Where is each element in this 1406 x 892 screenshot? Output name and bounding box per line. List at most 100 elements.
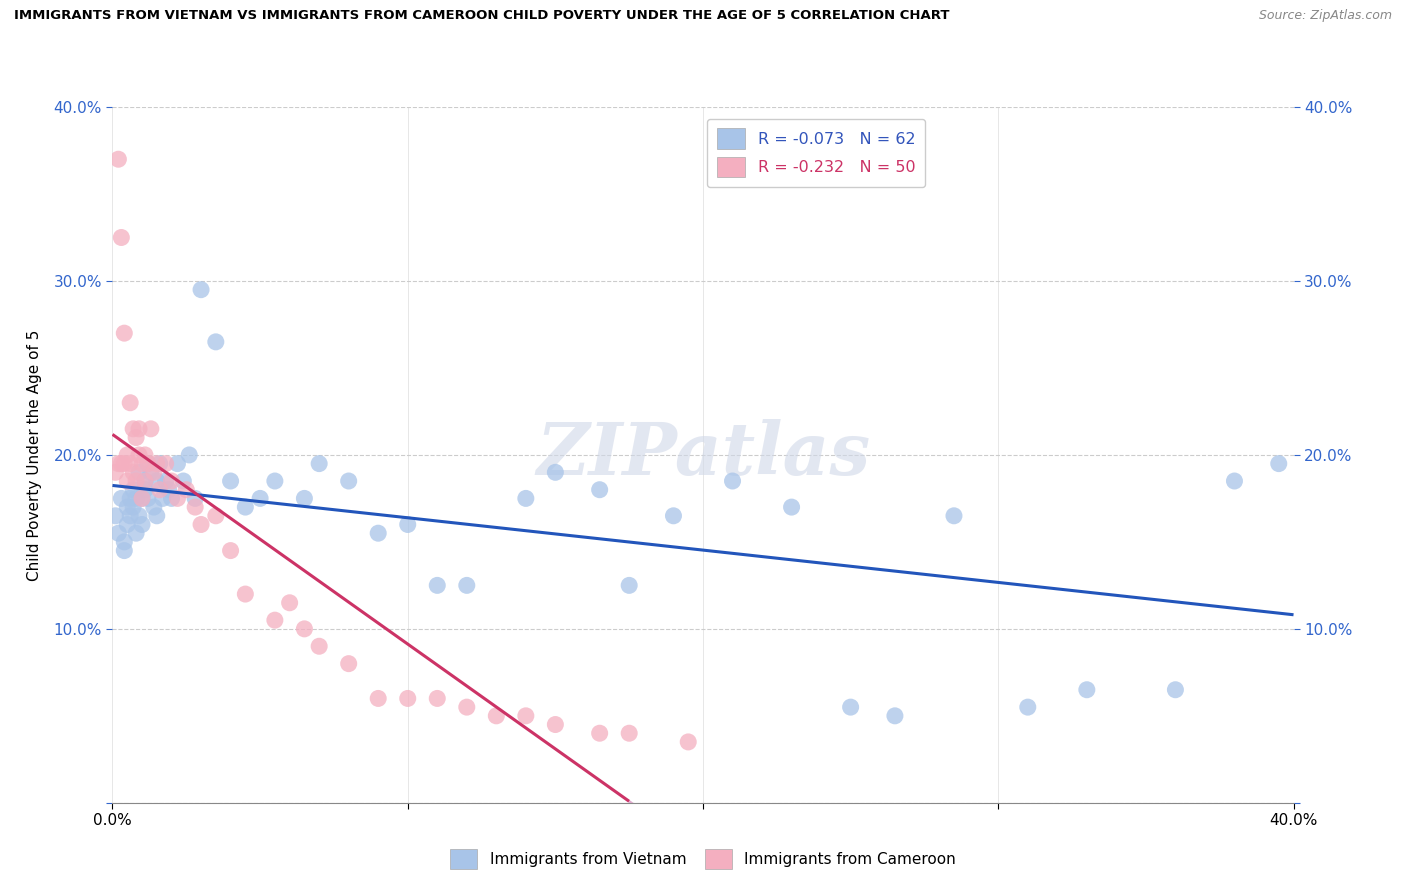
Point	[125, 491, 148, 506]
Point	[264, 474, 287, 488]
Point	[131, 491, 153, 506]
Point	[588, 726, 610, 740]
Point	[367, 526, 389, 541]
Point	[146, 474, 169, 488]
Point	[117, 448, 138, 462]
Point	[155, 474, 177, 488]
Point	[515, 708, 537, 723]
Legend: Immigrants from Vietnam, Immigrants from Cameroon: Immigrants from Vietnam, Immigrants from…	[444, 843, 962, 875]
Point	[662, 508, 685, 523]
Point	[112, 326, 135, 340]
Point	[134, 483, 156, 497]
Point	[117, 474, 138, 488]
Point	[120, 457, 142, 471]
Point	[184, 500, 207, 514]
Point	[120, 491, 142, 506]
Point	[117, 500, 138, 514]
Point	[396, 691, 419, 706]
Text: IMMIGRANTS FROM VIETNAM VS IMMIGRANTS FROM CAMEROON CHILD POVERTY UNDER THE AGE : IMMIGRANTS FROM VIETNAM VS IMMIGRANTS FR…	[14, 9, 949, 22]
Point	[139, 466, 162, 480]
Point	[125, 431, 148, 445]
Point	[292, 622, 315, 636]
Point	[112, 543, 135, 558]
Point	[278, 596, 301, 610]
Point	[142, 500, 165, 514]
Point	[107, 526, 129, 541]
Point	[942, 508, 965, 523]
Point	[485, 708, 508, 723]
Point	[337, 657, 360, 671]
Point	[619, 726, 641, 740]
Text: ZIPatlas: ZIPatlas	[536, 419, 870, 491]
Point	[190, 283, 212, 297]
Point	[1268, 457, 1291, 471]
Point	[120, 508, 142, 523]
Point	[152, 491, 174, 506]
Point	[515, 491, 537, 506]
Point	[134, 474, 156, 488]
Point	[160, 474, 183, 488]
Point	[233, 500, 256, 514]
Y-axis label: Child Poverty Under the Age of 5: Child Poverty Under the Age of 5	[28, 329, 42, 581]
Point	[122, 483, 145, 497]
Point	[619, 578, 641, 592]
Point	[839, 700, 862, 714]
Point	[337, 474, 360, 488]
Point	[125, 526, 148, 541]
Point	[160, 491, 183, 506]
Point	[125, 474, 148, 488]
Point	[149, 483, 172, 497]
Point	[292, 491, 315, 506]
Point	[128, 508, 150, 523]
Point	[205, 508, 228, 523]
Point	[190, 517, 212, 532]
Point	[149, 457, 172, 471]
Point	[249, 491, 271, 506]
Point	[264, 613, 287, 627]
Point	[155, 457, 177, 471]
Point	[117, 517, 138, 532]
Point	[233, 587, 256, 601]
Point	[1076, 682, 1098, 697]
Point	[134, 448, 156, 462]
Point	[1223, 474, 1246, 488]
Point	[107, 152, 129, 166]
Point	[456, 700, 478, 714]
Point	[110, 491, 132, 506]
Point	[184, 491, 207, 506]
Point	[136, 457, 159, 471]
Point	[219, 543, 242, 558]
Point	[166, 491, 188, 506]
Point	[721, 474, 744, 488]
Point	[1017, 700, 1039, 714]
Point	[128, 422, 150, 436]
Point	[142, 466, 165, 480]
Point	[308, 639, 330, 653]
Point	[1164, 682, 1187, 697]
Point	[134, 474, 156, 488]
Text: Source: ZipAtlas.com: Source: ZipAtlas.com	[1258, 9, 1392, 22]
Point	[426, 578, 449, 592]
Point	[110, 457, 132, 471]
Point	[131, 517, 153, 532]
Point	[367, 691, 389, 706]
Point	[544, 717, 567, 731]
Point	[426, 691, 449, 706]
Point	[456, 578, 478, 592]
Point	[131, 457, 153, 471]
Point	[166, 457, 188, 471]
Point	[136, 491, 159, 506]
Point	[172, 474, 194, 488]
Point	[308, 457, 330, 471]
Point	[104, 508, 127, 523]
Point	[146, 457, 169, 471]
Point	[780, 500, 803, 514]
Point	[112, 534, 135, 549]
Point	[112, 457, 135, 471]
Point	[174, 483, 197, 497]
Point	[884, 708, 907, 723]
Point	[122, 500, 145, 514]
Point	[131, 491, 153, 506]
Point	[128, 466, 150, 480]
Point	[157, 483, 180, 497]
